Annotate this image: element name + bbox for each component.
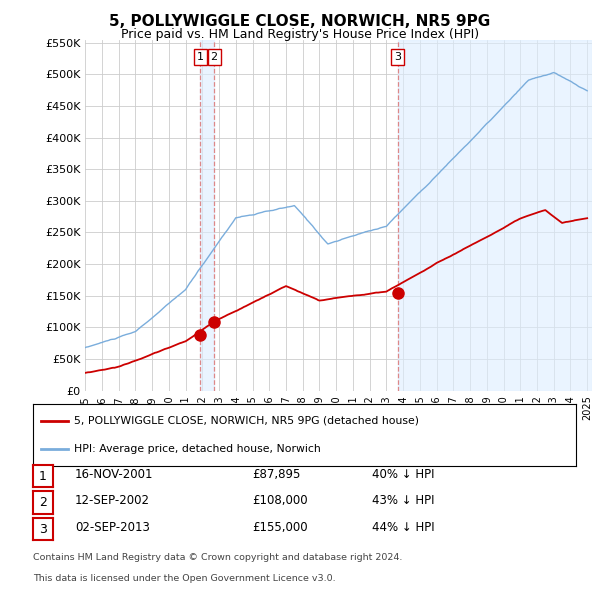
Text: £155,000: £155,000 [252, 521, 308, 534]
Text: Price paid vs. HM Land Registry's House Price Index (HPI): Price paid vs. HM Land Registry's House … [121, 28, 479, 41]
Text: 44% ↓ HPI: 44% ↓ HPI [372, 521, 434, 534]
Text: 43% ↓ HPI: 43% ↓ HPI [372, 494, 434, 507]
Text: 3: 3 [394, 52, 401, 62]
Text: 2: 2 [39, 496, 47, 509]
Text: HPI: Average price, detached house, Norwich: HPI: Average price, detached house, Norw… [74, 444, 320, 454]
Text: 5, POLLYWIGGLE CLOSE, NORWICH, NR5 9PG: 5, POLLYWIGGLE CLOSE, NORWICH, NR5 9PG [109, 14, 491, 29]
Text: 16-NOV-2001: 16-NOV-2001 [75, 468, 154, 481]
Text: Contains HM Land Registry data © Crown copyright and database right 2024.: Contains HM Land Registry data © Crown c… [33, 553, 403, 562]
Bar [398, 40, 592, 391]
Text: £87,895: £87,895 [252, 468, 301, 481]
Text: 12-SEP-2002: 12-SEP-2002 [75, 494, 150, 507]
Bar [200, 40, 214, 391]
Text: 02-SEP-2013: 02-SEP-2013 [75, 521, 150, 534]
Text: 1: 1 [197, 52, 204, 62]
Text: 5, POLLYWIGGLE CLOSE, NORWICH, NR5 9PG (detached house): 5, POLLYWIGGLE CLOSE, NORWICH, NR5 9PG (… [74, 416, 419, 426]
Text: 3: 3 [39, 523, 47, 536]
Text: £108,000: £108,000 [252, 494, 308, 507]
Text: 2: 2 [211, 52, 218, 62]
Text: 40% ↓ HPI: 40% ↓ HPI [372, 468, 434, 481]
Text: 1: 1 [39, 470, 47, 483]
Text: This data is licensed under the Open Government Licence v3.0.: This data is licensed under the Open Gov… [33, 574, 335, 583]
